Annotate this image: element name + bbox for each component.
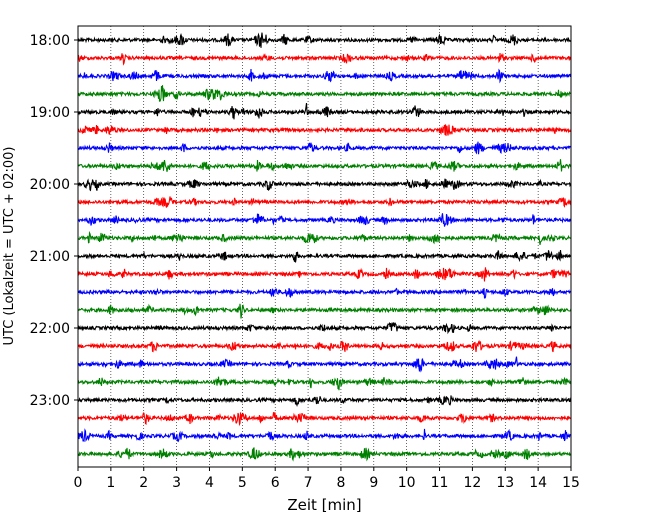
trace-2100 <box>77 249 572 263</box>
x-tick-label: 4 <box>205 475 214 491</box>
y-axis-title: UTC (Lokalzeit = UTC + 02:00) <box>2 147 17 346</box>
plot-frame <box>77 25 572 468</box>
trace-2115 <box>77 267 572 282</box>
trace-1830 <box>77 68 572 84</box>
x-tick-label: 2 <box>139 475 148 491</box>
x-tick-label: 11 <box>431 475 449 491</box>
x-tick-label: 1 <box>106 475 115 491</box>
trace-1800 <box>77 32 572 48</box>
trace-2300 <box>77 395 572 407</box>
trace-1815 <box>77 52 572 66</box>
x-tick-label: 6 <box>271 475 280 491</box>
y-tick-label: 23:00 <box>30 393 70 409</box>
trace-2030 <box>77 213 572 227</box>
trace-1945 <box>77 159 572 172</box>
x-tick-label: 13 <box>496 475 514 491</box>
y-tick-label: 21:00 <box>30 249 70 265</box>
x-tick-label: 12 <box>463 475 481 491</box>
x-axis: 0 1 2 3 4 5 6 7 8 9 10 11 12 13 14 15 <box>74 467 580 491</box>
trace-2330 <box>77 428 572 443</box>
y-tick-label: 22:00 <box>30 321 70 337</box>
trace-2215 <box>77 339 572 353</box>
y-tick-label: 20:00 <box>30 177 70 193</box>
x-tick-label: 5 <box>238 475 247 491</box>
trace-2315 <box>77 411 572 427</box>
trace-1900 <box>77 102 572 120</box>
trace-2045 <box>77 230 572 245</box>
trace-2245 <box>77 376 572 391</box>
trace-2130 <box>77 287 572 299</box>
x-tick-label: 8 <box>336 475 345 491</box>
trace-2015 <box>77 196 572 208</box>
x-tick-label: 14 <box>529 475 547 491</box>
x-tick-label: 0 <box>74 475 83 491</box>
y-tick-label: 19:00 <box>30 105 70 121</box>
trace-2145 <box>77 303 572 319</box>
x-tick-label: 3 <box>172 475 181 491</box>
trace-2000 <box>77 178 572 192</box>
trace-2345 <box>77 447 572 462</box>
trace-1915 <box>77 124 572 136</box>
x-tick-label: 9 <box>369 475 378 491</box>
y-axis: 18:00 19:00 20:00 21:00 22:00 23:00 <box>30 33 78 409</box>
trace-2200 <box>77 321 572 335</box>
y-tick-label: 18:00 <box>30 33 70 49</box>
traces-group <box>77 32 572 462</box>
trace-1930 <box>77 141 572 155</box>
x-tick-label: 15 <box>562 475 580 491</box>
trace-2230 <box>77 356 572 373</box>
x-tick-label: 10 <box>398 475 416 491</box>
x-axis-title: Zeit [min] <box>287 496 361 514</box>
x-tick-label: 7 <box>304 475 313 491</box>
trace-1845 <box>77 85 572 102</box>
